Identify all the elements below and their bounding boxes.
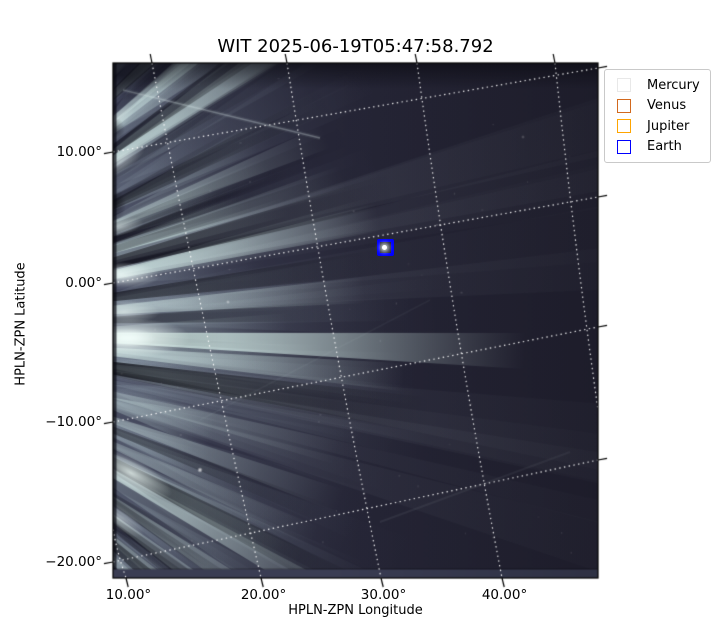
earth-dot	[382, 244, 388, 250]
x-tick-label: 20.00°	[240, 587, 287, 603]
page-title: WIT 2025-06-19T05:47:58.792	[217, 36, 494, 57]
legend: Mercury Venus Jupiter Earth	[604, 69, 711, 163]
legend-label-earth: Earth	[647, 139, 682, 155]
earth-marker-icon	[617, 139, 631, 154]
x-tick-label: 40.00°	[481, 587, 528, 603]
y-tick-label: 10.00°	[56, 143, 102, 160]
x-tick-label: 30.00°	[360, 587, 407, 603]
legend-label-venus: Venus	[647, 98, 687, 114]
legend-item-jupiter: Jupiter	[617, 116, 700, 137]
x-tick-label: 10.00°	[105, 587, 152, 603]
legend-item-venus: Venus	[617, 96, 700, 117]
legend-item-mercury: Mercury	[617, 75, 700, 96]
y-tick-label: 0.00°	[65, 275, 102, 291]
earth-marker	[377, 238, 395, 256]
legend-item-earth: Earth	[617, 137, 700, 158]
x-axis-label: HPLN-ZPN Longitude	[288, 603, 423, 618]
mercury-marker-icon	[617, 78, 631, 93]
y-tick-label: −20.00°	[45, 553, 102, 570]
y-tick-label: −10.00°	[45, 414, 102, 430]
legend-label-mercury: Mercury	[647, 77, 700, 93]
y-axis-label: HPLN-ZPN Latitude	[13, 262, 29, 386]
legend-label-jupiter: Jupiter	[647, 118, 690, 134]
venus-marker-icon	[617, 98, 631, 113]
jupiter-marker-icon	[617, 119, 631, 134]
